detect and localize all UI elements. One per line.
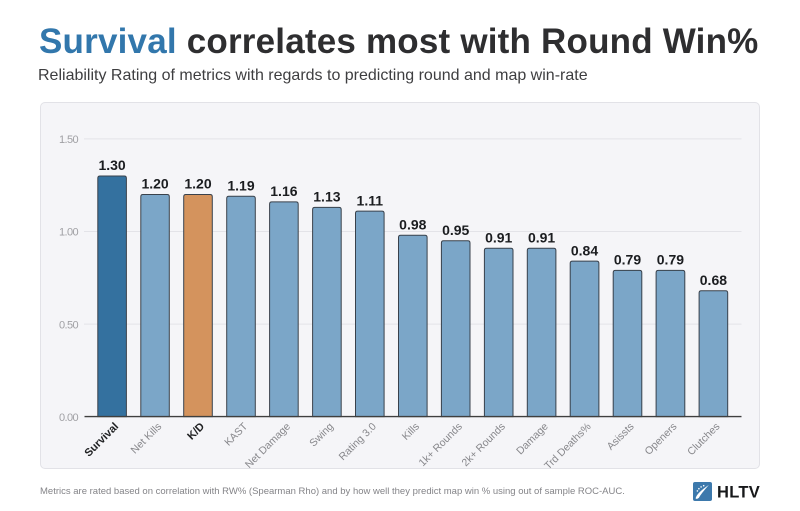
svg-text:0.91: 0.91 bbox=[528, 229, 555, 245]
svg-text:1.19: 1.19 bbox=[227, 178, 254, 194]
svg-text:Rating 3.0: Rating 3.0 bbox=[337, 421, 379, 463]
svg-text:0.84: 0.84 bbox=[571, 242, 598, 258]
svg-text:0.50: 0.50 bbox=[59, 319, 78, 331]
svg-text:1.20: 1.20 bbox=[184, 176, 211, 192]
svg-text:0.98: 0.98 bbox=[399, 216, 426, 232]
svg-text:0.91: 0.91 bbox=[485, 229, 512, 245]
svg-text:0.79: 0.79 bbox=[657, 252, 684, 268]
svg-text:K/D: K/D bbox=[185, 421, 207, 443]
svg-text:Damage: Damage bbox=[514, 421, 551, 458]
svg-text:0.00: 0.00 bbox=[59, 412, 78, 424]
svg-text:Net Kills: Net Kills bbox=[129, 421, 165, 457]
svg-text:2k+ Rounds: 2k+ Rounds bbox=[459, 421, 507, 469]
svg-text:Survival: Survival bbox=[82, 421, 121, 460]
svg-text:1.11: 1.11 bbox=[357, 192, 384, 208]
svg-text:0.95: 0.95 bbox=[442, 222, 469, 238]
svg-text:1.20: 1.20 bbox=[141, 176, 168, 192]
svg-text:0.79: 0.79 bbox=[614, 252, 641, 268]
svg-text:1.13: 1.13 bbox=[313, 189, 340, 205]
svg-text:1.30: 1.30 bbox=[98, 157, 125, 173]
svg-text:Kills: Kills bbox=[400, 421, 422, 443]
svg-text:1.50: 1.50 bbox=[59, 134, 78, 146]
svg-text:1k+ Rounds: 1k+ Rounds bbox=[416, 421, 464, 469]
svg-text:0.68: 0.68 bbox=[700, 272, 727, 288]
svg-text:KAST: KAST bbox=[222, 420, 250, 448]
svg-text:Asissts: Asissts bbox=[605, 421, 637, 453]
svg-text:Swing: Swing bbox=[307, 421, 336, 450]
svg-text:Openers: Openers bbox=[643, 421, 680, 458]
svg-text:1.16: 1.16 bbox=[270, 183, 297, 199]
svg-text:1.00: 1.00 bbox=[59, 227, 78, 239]
svg-text:Clutches: Clutches bbox=[685, 421, 722, 458]
svg-text:HLTV: HLTV bbox=[717, 484, 760, 502]
svg-text:Net Damage: Net Damage bbox=[243, 421, 293, 471]
